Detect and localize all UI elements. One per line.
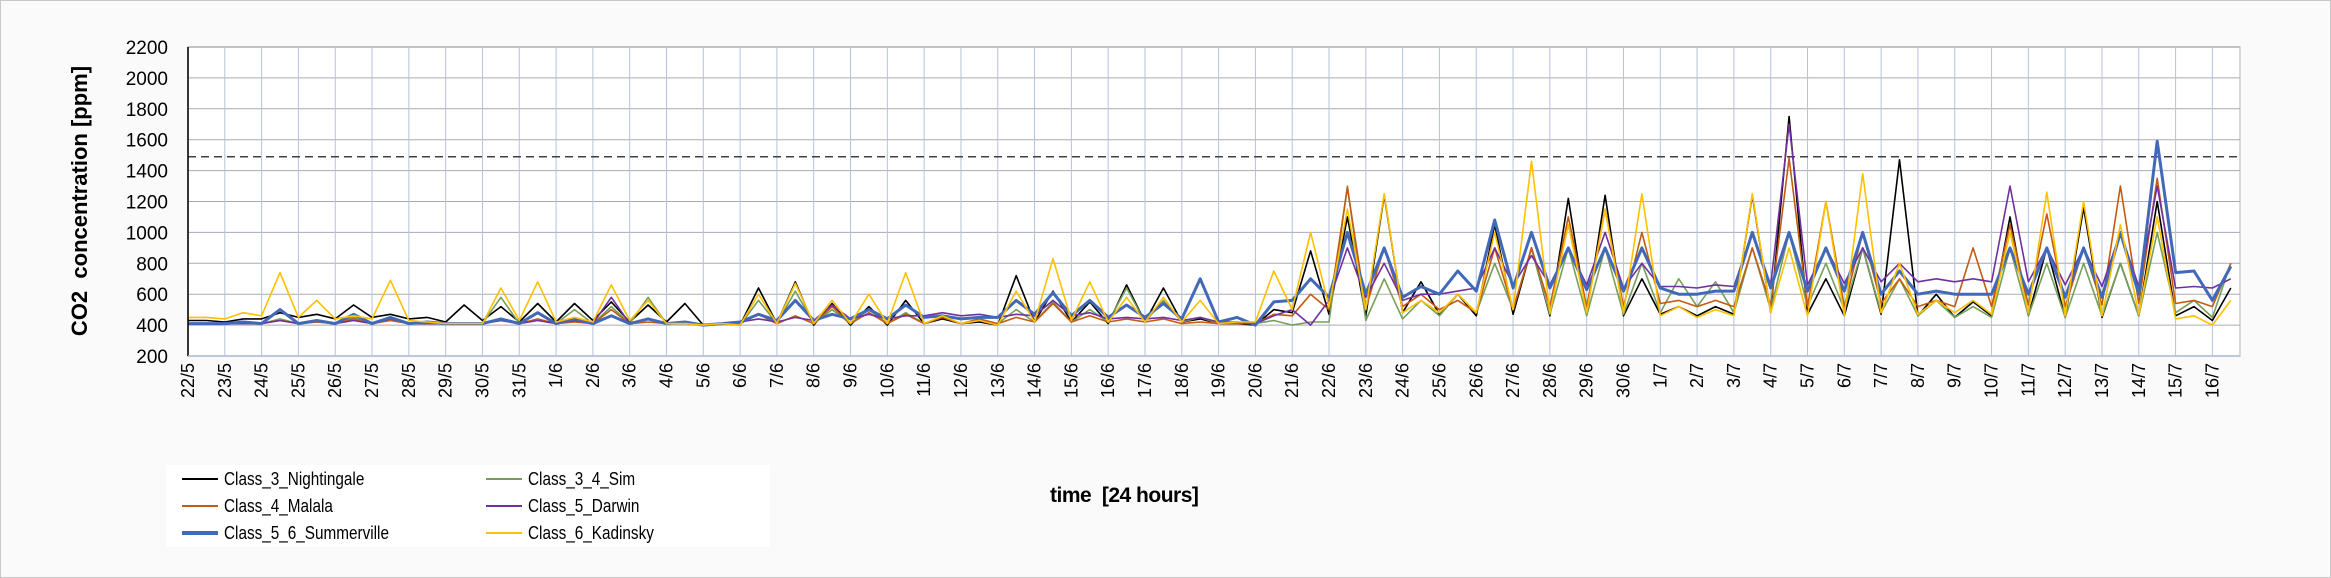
legend-item-nightingale: Class_3_Nightingale [182, 467, 389, 491]
x-tick-label: 23/5 [215, 363, 235, 398]
series-lines [188, 115, 2233, 327]
legend-label: Class_3_Nightingale [224, 468, 365, 489]
x-tick-label: 1/6 [546, 363, 566, 388]
x-tick-label: 2/7 [1687, 363, 1707, 388]
legend-label: Class_3_4_Sim [528, 468, 636, 489]
x-tick-label: 29/6 [1577, 363, 1597, 398]
legend-swatch [182, 505, 218, 507]
x-tick-label: 23/6 [1356, 363, 1376, 398]
x-tick-label: 20/6 [1245, 363, 1265, 398]
x-tick-label: 19/6 [1209, 363, 1229, 398]
x-tick-label: 13/7 [2092, 363, 2112, 398]
x-tick-label: 11/7 [2018, 363, 2038, 397]
x-tick-label: 30/5 [472, 363, 492, 398]
x-tick-label: 30/6 [1613, 363, 1633, 398]
y-tick-label: 2000 [126, 69, 168, 90]
legend-item-darwin: Class_5_Darwin [486, 494, 659, 518]
legend-item-malala: Class_4_Malala [182, 494, 352, 518]
legend-label: Class_4_Malala [224, 495, 333, 516]
x-tick-label: 13/6 [988, 363, 1008, 398]
x-tick-label: 15/7 [2166, 363, 2186, 398]
x-tick-label: 14/7 [2129, 363, 2149, 398]
x-tick-label: 25/5 [288, 363, 308, 398]
legend-label: Class_6_Kadinsky [528, 522, 654, 543]
y-tick-label: 2200 [126, 38, 168, 59]
x-tick-label: 7/7 [1871, 363, 1891, 388]
series-line-class-6-kadinsky [188, 160, 2232, 326]
x-tick-label: 6/6 [730, 363, 750, 388]
x-tick-label: 10/7 [1982, 363, 2002, 398]
y-tick-label: 400 [136, 316, 168, 337]
x-tick-label: 26/6 [1466, 363, 1486, 398]
legend-swatch [486, 532, 522, 534]
x-tick-label: 16/6 [1098, 363, 1118, 398]
y-tick-label: 1200 [126, 193, 168, 214]
y-tick-label: 1400 [126, 162, 168, 183]
x-tick-label: 2/6 [583, 363, 603, 388]
x-tick-label: 5/6 [693, 363, 713, 388]
x-tick-label: 27/5 [362, 363, 382, 398]
x-tick-label: 10/6 [877, 363, 897, 398]
y-tick-label: 1000 [126, 223, 168, 244]
x-tick-labels: 22/5 23/5 24/5 25/5 26/5 27/5 28/5 29/5 30/5 31/5… [178, 363, 2222, 398]
x-tick-label: 21/6 [1282, 363, 1302, 398]
x-tick-label: 15/6 [1061, 363, 1081, 398]
x-tick-label: 8/7 [1908, 363, 1928, 388]
series-line-class-5-6-summerville [188, 139, 2233, 327]
x-tick-label: 4/6 [656, 363, 676, 388]
legend: Class_3_Nightingale Class_4_Malala Class… [166, 465, 770, 547]
x-tick-label: 24/5 [252, 363, 272, 398]
x-tick-label: 26/5 [325, 363, 345, 398]
x-tick-label: 29/5 [436, 363, 456, 398]
x-tick-label: 9/7 [1945, 363, 1965, 388]
y-tick-labels: 200 400 600 800 1000 1200 1400 1600 1800 2000 2200 [126, 38, 168, 368]
x-tick-label: 24/6 [1393, 363, 1413, 398]
legend-swatch [486, 505, 522, 507]
x-tick-label: 9/6 [841, 363, 861, 388]
x-tick-label: 7/6 [767, 363, 787, 388]
legend-item-sim: Class_3_4_Sim [486, 467, 654, 491]
x-tick-label: 14/6 [1025, 363, 1045, 398]
legend-item-summerville: Class_5_6_Summerville [182, 521, 418, 545]
x-tick-label: 27/6 [1503, 363, 1523, 398]
x-tick-label: 11/6 [914, 363, 934, 397]
legend-item-kadinsky: Class_6_Kadinsky [486, 521, 676, 545]
legend-swatch [182, 531, 218, 535]
x-tick-label: 4/7 [1761, 363, 1781, 388]
x-tick-label: 25/6 [1429, 363, 1449, 398]
y-axis-title: CO2 concentration [ppm] [67, 65, 92, 337]
legend-swatch [486, 478, 522, 480]
x-tick-label: 12/7 [2055, 363, 2075, 398]
x-tick-label: 17/6 [1135, 363, 1155, 398]
axes [187, 47, 2240, 357]
x-tick-label: 31/5 [509, 363, 529, 398]
series-line-class-5-darwin [188, 123, 2232, 326]
legend-label: Class_5_Darwin [528, 495, 640, 516]
x-tick-label: 28/5 [399, 363, 419, 398]
y-tick-label: 1600 [126, 131, 168, 152]
legend-label: Class_5_6_Summerville [224, 522, 389, 543]
x-tick-label: 16/7 [2202, 363, 2222, 398]
x-tick-label: 12/6 [951, 363, 971, 398]
y-tick-label: 800 [136, 254, 168, 275]
y-tick-label: 1800 [126, 100, 168, 121]
x-axis-title: time [24 hours] [1050, 484, 1199, 507]
x-tick-label: 22/5 [178, 363, 198, 398]
x-tick-label: 28/6 [1540, 363, 1560, 398]
x-tick-label: 3/7 [1724, 363, 1744, 388]
x-tick-label: 1/7 [1650, 363, 1670, 388]
x-tick-label: 22/6 [1319, 363, 1339, 398]
x-tick-label: 18/6 [1172, 363, 1192, 398]
y-tick-label: 600 [136, 285, 168, 306]
x-tick-label: 3/6 [620, 363, 640, 388]
x-tick-label: 6/7 [1834, 363, 1854, 388]
x-tick-label: 5/7 [1798, 363, 1818, 388]
legend-swatch [182, 478, 218, 480]
y-tick-label: 200 [136, 347, 168, 368]
x-tick-label: 8/6 [804, 363, 824, 388]
